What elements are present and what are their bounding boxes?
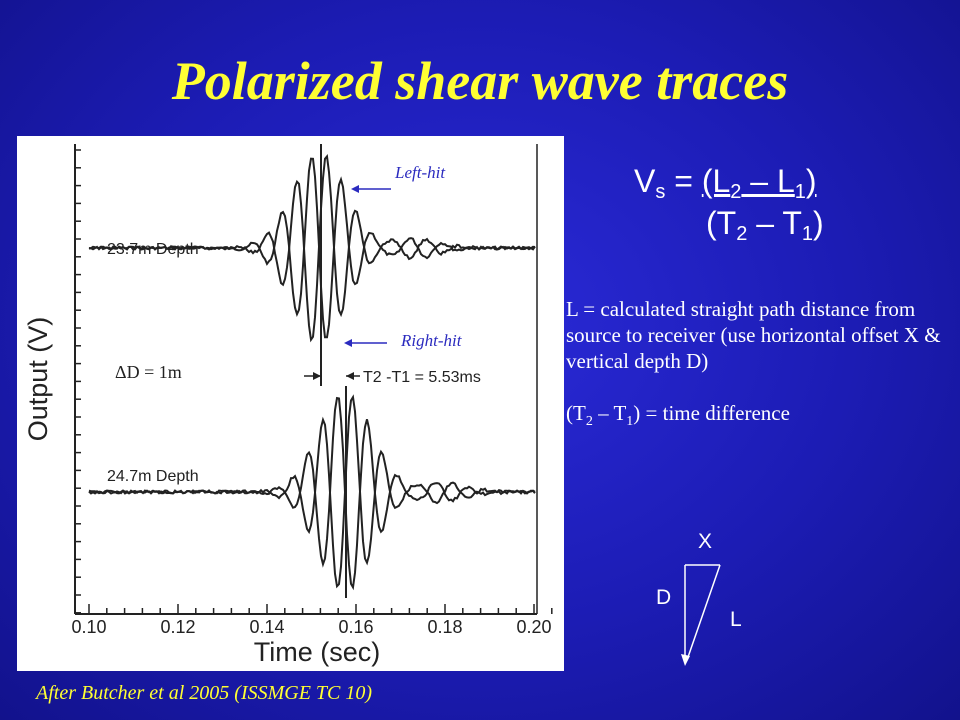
denominator-sub-2: 1: [801, 223, 813, 245]
formula-equals: =: [665, 163, 702, 199]
denominator-close: ): [813, 205, 824, 241]
trace-top-depth-label: 23.7m Depth: [107, 241, 199, 258]
t-def-sub-2: 1: [626, 414, 634, 430]
trace-bottom-left-hit: [88, 396, 536, 591]
velocity-formula-numerator: Vs = (L2 – L1): [634, 162, 817, 211]
x-tick-label: 0.10: [71, 617, 106, 637]
right-hit-label: Right-hit: [400, 331, 463, 350]
t-def-sub-1: 2: [585, 414, 593, 430]
figure-caption: After Butcher et al 2005 (ISSMGE TC 10): [36, 682, 373, 704]
triangle-x-label: X: [698, 530, 713, 553]
triangle-d-label: D: [656, 586, 672, 609]
trace-bottom-depth-label: 24.7m Depth: [107, 468, 199, 485]
triangle-arrowhead: [681, 654, 690, 666]
denominator-mid: – T: [747, 205, 802, 241]
left-hit-arrowhead: [351, 185, 359, 193]
geometry-triangle: [681, 564, 721, 666]
numerator-sub-2: 1: [794, 181, 806, 203]
t-def-mid: – T: [592, 401, 627, 425]
trace-top-right-hit: [88, 153, 536, 343]
formula-lhs: V: [634, 163, 656, 199]
l-definition: L = calculated straight path distance fr…: [566, 297, 941, 373]
formula-numerator: (L2 – L1): [701, 163, 817, 203]
numerator-sub-1: 2: [730, 181, 742, 203]
denominator-open: (T: [706, 205, 737, 241]
t-definition: (T2 – T1) = time difference: [566, 400, 956, 435]
slide-title: Polarized shear wave traces: [171, 51, 789, 111]
x-tick-label: 0.20: [516, 617, 551, 637]
waveform-figure: Output (V) 0.10 0.12 0.14 0.16 0.18 0.20…: [17, 136, 564, 671]
t-def-close: ) = time difference: [633, 401, 790, 425]
x-tick-label: 0.16: [338, 617, 373, 637]
y-axis-label: Output (V): [23, 317, 53, 442]
numerator-mid: – L: [741, 163, 795, 199]
axis-ticks: [75, 149, 553, 614]
numerator-close: ): [805, 163, 817, 199]
triangle-l-label: L: [730, 608, 742, 631]
waveform-plot: Output (V) 0.10 0.12 0.14 0.16 0.18 0.20…: [23, 144, 553, 667]
time-diff-arrowhead-right: [346, 372, 354, 380]
right-hit-arrowhead: [344, 339, 352, 347]
x-tick-label: 0.12: [160, 617, 195, 637]
x-axis-label: Time (sec): [254, 637, 381, 667]
t-def-open: (T: [566, 401, 586, 425]
time-diff-label: T2 -T1 = 5.53ms: [363, 369, 481, 386]
formula-lhs-sub: s: [655, 181, 666, 203]
numerator-open: (L: [701, 163, 731, 199]
velocity-formula-denominator: (T2 – T1): [706, 204, 824, 253]
triangle-hypotenuse: [686, 564, 721, 661]
definitions-text: L = calculated straight path distance fr…: [566, 296, 956, 435]
delta-d-label: ΔD = 1m: [115, 362, 182, 382]
x-tick-label: 0.18: [427, 617, 462, 637]
x-tick-label: 0.14: [249, 617, 284, 637]
left-hit-label: Left-hit: [394, 163, 446, 182]
time-diff-arrowhead-left: [313, 372, 321, 380]
trace-bottom-right-hit: [88, 394, 536, 589]
denominator-sub-1: 2: [736, 223, 748, 245]
